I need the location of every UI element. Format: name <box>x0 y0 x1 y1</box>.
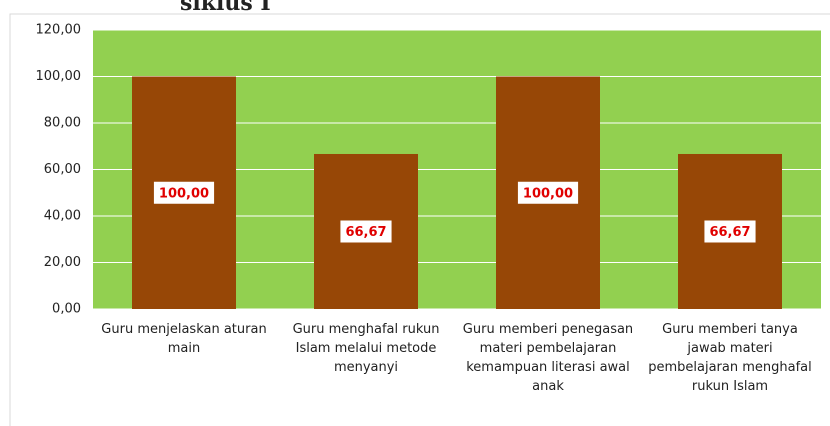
y-tick-label: 0,00 <box>52 302 81 317</box>
data-label-box <box>704 220 756 243</box>
data-label: 66,67 <box>709 225 750 240</box>
y-tick-label: 20,00 <box>44 255 81 270</box>
x-tick-label: Guru memberi penegasan materi pembelajar… <box>462 322 634 394</box>
chart-title: siklus I <box>180 0 271 16</box>
x-tick-label: Guru memberi tanya jawab materi pembelaj… <box>648 322 812 394</box>
y-tick-label: 120,00 <box>36 23 82 38</box>
x-tick-label: Guru menghafal rukun Islam melalui metod… <box>292 322 440 375</box>
y-tick-label: 80,00 <box>44 116 81 131</box>
data-label: 100,00 <box>523 186 573 201</box>
data-label-box <box>153 181 215 204</box>
chart-border <box>9 13 830 426</box>
data-label: 100,00 <box>159 186 209 201</box>
y-tick-label: 40,00 <box>44 209 81 224</box>
y-tick-label: 100,00 <box>36 69 82 84</box>
data-label: 66,67 <box>345 225 386 240</box>
x-tick-label: Guru menjelaskan aturan main <box>101 322 267 356</box>
data-label-box <box>517 181 579 204</box>
y-tick-label: 60,00 <box>44 162 81 177</box>
data-label-box <box>340 220 392 243</box>
